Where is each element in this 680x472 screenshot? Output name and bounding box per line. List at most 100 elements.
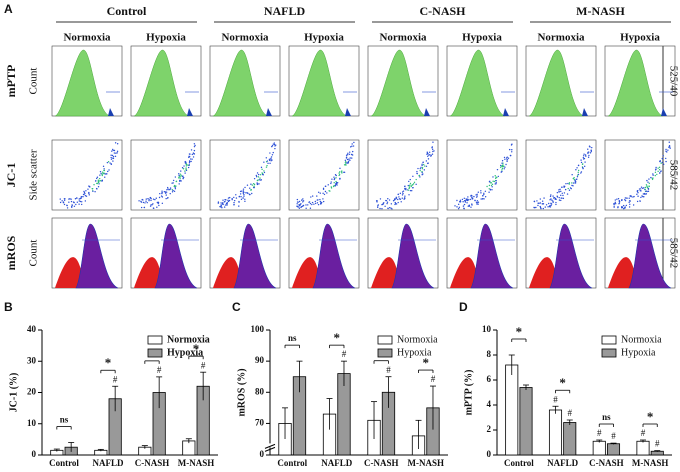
x-tick-label: Control [277, 458, 307, 468]
event-dot [260, 166, 263, 169]
event-dot [266, 160, 269, 162]
event-dot [166, 189, 168, 191]
event-dot [566, 193, 569, 195]
event-dot [549, 199, 551, 201]
error-bar [566, 419, 573, 425]
event-dot [227, 199, 229, 202]
event-dot [80, 203, 83, 206]
significance-marker: # [568, 408, 573, 418]
event-dot [581, 163, 584, 166]
event-dot [583, 157, 586, 160]
event-dot [405, 187, 407, 190]
channel-label: 525/40 [667, 66, 679, 97]
event-dot [329, 190, 331, 192]
event-dot [613, 204, 615, 206]
event-dot [161, 190, 163, 192]
event-dot [145, 200, 147, 202]
event-dot [87, 188, 89, 190]
error-bar [596, 439, 603, 443]
event-dot [99, 174, 101, 176]
comparison-label: * [647, 409, 654, 424]
event-dot [349, 157, 351, 159]
event-dot [510, 144, 513, 146]
error-bar [429, 385, 436, 430]
event-dot [558, 191, 560, 193]
event-dot [400, 201, 402, 203]
gate-tail [503, 108, 509, 116]
event-dot [630, 195, 632, 197]
event-dot [97, 186, 100, 188]
event-dot [587, 148, 589, 150]
event-dot [338, 174, 341, 176]
event-dot [491, 183, 494, 186]
event-dot [648, 185, 650, 187]
event-dot [659, 172, 661, 174]
bar [606, 443, 621, 456]
event-dot [164, 192, 167, 194]
event-dot [428, 151, 431, 153]
error-bar [326, 398, 333, 430]
event-dot [138, 200, 140, 202]
event-dot [152, 198, 155, 200]
event-dot [621, 206, 623, 208]
event-dot [242, 197, 244, 199]
event-dot [558, 189, 560, 191]
event-dot [426, 153, 428, 156]
event-dot [617, 206, 619, 208]
event-dot [62, 201, 65, 203]
event-dot [509, 154, 512, 157]
event-dot [270, 160, 272, 162]
event-dot [344, 159, 347, 162]
event-dot [647, 188, 650, 190]
event-dot [575, 181, 577, 183]
event-dot [401, 194, 404, 196]
event-dot [464, 201, 467, 203]
event-dot [668, 141, 670, 143]
significance-marker: # [157, 365, 162, 375]
event-dot [349, 159, 351, 162]
significance-marker: # [386, 365, 391, 375]
plot-frame [130, 139, 202, 211]
event-dot [548, 202, 550, 205]
event-dot [158, 204, 160, 207]
event-dot [468, 204, 471, 207]
event-dot [641, 195, 643, 197]
event-dot [256, 183, 259, 185]
significance-marker: # [655, 439, 660, 449]
event-dot [463, 203, 466, 206]
event-dot [480, 192, 482, 194]
event-dot [82, 196, 84, 198]
error-bar [53, 448, 60, 452]
event-dot [223, 206, 226, 208]
flow-plot [130, 45, 202, 117]
event-dot [235, 194, 237, 196]
event-dot [501, 165, 503, 168]
error-bar [200, 371, 207, 401]
event-dot [654, 174, 656, 177]
event-dot [344, 162, 347, 164]
event-dot [350, 153, 353, 156]
event-dot [506, 160, 508, 163]
event-dot [493, 180, 496, 183]
event-dot [636, 190, 639, 192]
event-dot [326, 192, 328, 194]
event-dot [247, 192, 249, 195]
event-dot [142, 199, 144, 201]
x-tick-label: C-NASH [135, 458, 170, 468]
event-dot [572, 177, 575, 180]
event-dot [351, 157, 353, 159]
x-tick-label: NAFLD [93, 458, 124, 468]
event-dot [588, 154, 590, 157]
event-dot [471, 198, 474, 200]
event-dot [476, 200, 479, 202]
event-dot [628, 197, 630, 199]
event-dot [411, 190, 413, 192]
condition-label: Hypoxia [304, 32, 344, 44]
event-dot [272, 143, 275, 145]
event-dot [461, 198, 464, 201]
event-dot [503, 168, 505, 170]
event-dot [404, 195, 406, 197]
event-dot [98, 177, 101, 180]
error-bar [610, 442, 617, 445]
event-dot [589, 146, 591, 148]
